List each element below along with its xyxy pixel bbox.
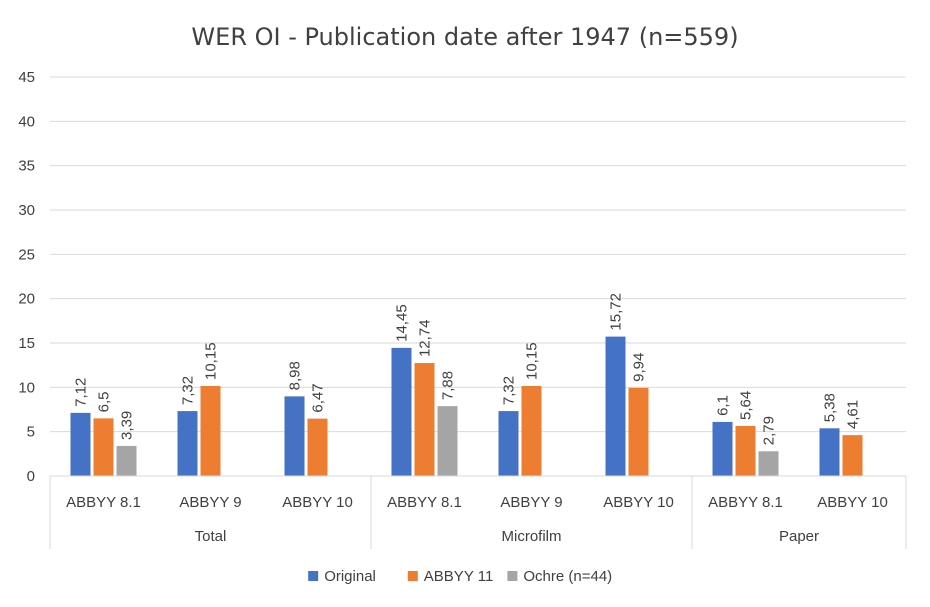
bar bbox=[200, 386, 221, 476]
legend-swatch bbox=[407, 571, 418, 581]
category-label: ABBYY 10 bbox=[603, 494, 674, 511]
chart-title: WER OI - Publication date after 1947 (n=… bbox=[191, 23, 738, 51]
bar bbox=[437, 406, 458, 476]
data-label: 8,98 bbox=[287, 361, 304, 390]
bar bbox=[819, 428, 840, 476]
bar bbox=[391, 347, 412, 476]
bar bbox=[116, 445, 137, 476]
data-label: 5,64 bbox=[738, 391, 755, 420]
bar bbox=[628, 387, 649, 476]
bar bbox=[735, 425, 756, 476]
data-label: 15,72 bbox=[608, 293, 625, 331]
legend: Original ABBYY 11 Ochre (n=44) bbox=[308, 568, 612, 585]
legend-label: ABBYY 11 bbox=[424, 568, 494, 585]
data-label: 7,32 bbox=[180, 376, 197, 405]
y-axis: 0 5 10 15 20 25 30 35 40 45 bbox=[18, 69, 35, 485]
category-label: ABBYY 9 bbox=[500, 494, 562, 511]
legend-label: Ochre (n=44) bbox=[523, 568, 612, 585]
y-tick-label: 5 bbox=[27, 424, 35, 441]
data-label: 7,88 bbox=[440, 371, 457, 400]
category-label: ABBYY 9 bbox=[179, 494, 241, 511]
bar bbox=[521, 386, 542, 476]
legend-label: Original bbox=[324, 568, 376, 585]
data-label: 3,39 bbox=[119, 411, 136, 440]
y-tick-label: 10 bbox=[18, 379, 35, 396]
bar bbox=[284, 396, 305, 476]
bar bbox=[605, 336, 626, 476]
data-label: 5,38 bbox=[822, 393, 839, 422]
data-label: 6,5 bbox=[96, 392, 113, 413]
data-label: 14,45 bbox=[394, 304, 411, 342]
data-label: 6,1 bbox=[715, 395, 732, 416]
bars: 7,12 6,5 3,39 7,32 10,15 8,98 6,47 14,45 12,74 7,… bbox=[70, 293, 863, 476]
group-label: Paper bbox=[779, 528, 819, 545]
group-label: Microfilm bbox=[502, 528, 562, 545]
data-label: 7,12 bbox=[73, 378, 90, 407]
category-label: ABBYY 8.1 bbox=[387, 494, 462, 511]
y-tick-label: 40 bbox=[18, 113, 35, 130]
data-label: 7,32 bbox=[501, 376, 518, 405]
data-label: 2,79 bbox=[761, 416, 778, 445]
y-tick-label: 35 bbox=[18, 158, 35, 175]
category-label: ABBYY 8.1 bbox=[66, 494, 141, 511]
legend-swatch bbox=[507, 571, 518, 581]
data-label: 9,94 bbox=[631, 353, 648, 382]
data-label: 10,15 bbox=[524, 342, 541, 380]
data-label: 12,74 bbox=[417, 319, 434, 357]
category-label: ABBYY 8.1 bbox=[708, 494, 783, 511]
category-label: ABBYY 10 bbox=[282, 494, 353, 511]
bar bbox=[70, 412, 91, 476]
y-tick-label: 30 bbox=[18, 202, 35, 219]
y-tick-label: 20 bbox=[18, 291, 35, 308]
data-label: 6,47 bbox=[310, 383, 327, 412]
bar bbox=[177, 411, 198, 476]
bar bbox=[712, 421, 733, 476]
category-label: ABBYY 10 bbox=[817, 494, 888, 511]
legend-swatch bbox=[308, 571, 319, 581]
data-label: 4,61 bbox=[845, 400, 862, 429]
bar bbox=[93, 418, 114, 476]
bar bbox=[307, 418, 328, 476]
y-tick-label: 25 bbox=[18, 246, 35, 263]
y-tick-label: 15 bbox=[18, 335, 35, 352]
y-tick-label: 45 bbox=[18, 69, 35, 86]
data-label: 10,15 bbox=[203, 342, 220, 380]
bar bbox=[758, 451, 779, 476]
x-axis: ABBYY 8.1 ABBYY 9 ABBYY 10 ABBYY 8.1 ABBYY 9… bbox=[49, 475, 907, 549]
group-label: Total bbox=[195, 528, 227, 545]
bar bbox=[498, 411, 519, 476]
bar bbox=[414, 363, 435, 476]
bar bbox=[842, 435, 863, 476]
y-tick-label: 0 bbox=[27, 468, 35, 485]
